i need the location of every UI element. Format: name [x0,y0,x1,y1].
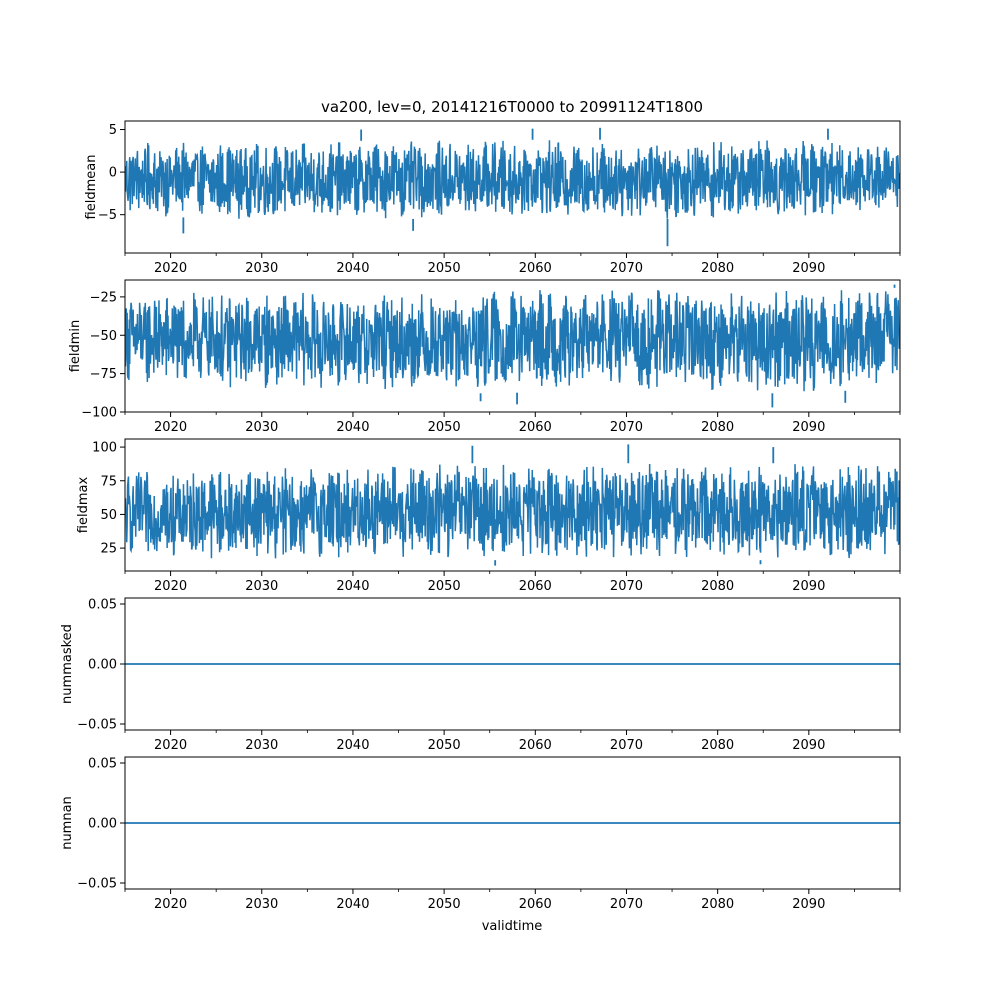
x-tick-label: 2080 [701,738,734,753]
series-line [125,464,900,559]
x-tick-label: 2080 [701,579,734,594]
y-tick-label: 25 [100,542,117,557]
y-axis-label: fieldmean [84,155,99,220]
y-tick-label: 0.00 [88,658,117,673]
axes-frame [124,279,901,413]
x-tick-label: 2020 [154,420,187,435]
x-tick-label: 2090 [792,579,825,594]
x-tick-label: 2030 [245,738,278,753]
x-tick-label: 2070 [610,738,643,753]
axes-frame [124,120,901,254]
x-tick-label: 2090 [792,261,825,276]
y-axis-label: numnan [60,796,75,850]
x-tick-label: 2060 [519,420,552,435]
x-tick-label: 2020 [154,579,187,594]
y-tick-label: −75 [90,367,117,382]
y-tick-label: 0.05 [88,598,117,613]
x-tick-label: 2060 [519,579,552,594]
y-tick-label: 5 [109,123,117,138]
chart-title: va200, lev=0, 20141216T0000 to 20991124T… [321,98,703,116]
x-tick-label: 2080 [701,420,734,435]
series-line [125,140,900,219]
x-tick-label: 2040 [336,738,369,753]
y-tick-label: 0 [109,166,117,181]
x-axis-label: validtime [482,919,543,934]
y-tick-label: −100 [81,406,117,421]
x-tick-label: 2070 [610,261,643,276]
subplot-fieldmax: 2020 2030 2040 2050 2060 2070 2080 2090 25 50 75 10… [76,438,901,594]
x-tick-label: 2070 [610,420,643,435]
x-tick-label: 2040 [336,579,369,594]
subplot-fieldmean: 2020 2030 2040 2050 2060 2070 2080 2090 −5 0 5 fiel… [84,120,901,276]
y-tick-label: −25 [90,290,117,305]
subplot-numnan: 2020 2030 2040 2050 2060 2070 2080 2090 −0.05 0.0… [60,756,901,912]
x-tick-label: 2020 [154,738,187,753]
subplot-stack: 2020 2030 2040 2050 2060 2070 2080 2090−505fiel… [60,120,901,912]
y-tick-label: −5 [98,208,117,223]
y-tick-label: 50 [100,508,117,523]
x-tick-label: 2060 [519,897,552,912]
x-tick-label: 2020 [154,261,187,276]
x-tick-label: 2080 [701,261,734,276]
y-axis-label: fieldmax [76,477,91,534]
x-tick-label: 2050 [428,738,461,753]
x-tick-label: 2060 [519,738,552,753]
x-tick-label: 2030 [245,420,278,435]
y-tick-label: 0.00 [88,817,117,832]
x-tick-label: 2050 [428,261,461,276]
x-tick-label: 2040 [336,261,369,276]
axes-frame [124,438,901,572]
y-axis-label: fieldmin [68,320,83,373]
x-tick-label: 2030 [245,579,278,594]
subplot-fieldmin: 2020 2030 2040 2050 2060 2070 2080 2090 −100 −75 −… [68,279,901,435]
x-tick-label: 2090 [792,420,825,435]
x-tick-label: 2030 [245,897,278,912]
y-tick-label: 75 [100,474,117,489]
x-tick-label: 2020 [154,897,187,912]
y-tick-label: 0.05 [88,757,117,772]
x-tick-label: 2060 [519,261,552,276]
subplot-nummasked: 2020 2030 2040 2050 2060 2070 2080 2090 −0.05 0.0… [60,597,901,753]
y-axis-label: nummasked [60,624,75,704]
series-line [125,290,900,392]
x-tick-label: 2050 [428,420,461,435]
x-tick-label: 2090 [792,897,825,912]
y-tick-label: 100 [92,441,117,456]
x-tick-label: 2090 [792,738,825,753]
y-tick-label: −50 [90,329,117,344]
y-tick-label: −0.05 [77,877,117,892]
x-tick-label: 2050 [428,579,461,594]
x-tick-label: 2040 [336,897,369,912]
y-tick-label: −0.05 [77,718,117,733]
x-tick-label: 2080 [701,897,734,912]
x-tick-label: 2070 [610,897,643,912]
x-tick-label: 2030 [245,261,278,276]
x-tick-label: 2070 [610,579,643,594]
x-tick-label: 2050 [428,897,461,912]
x-tick-label: 2040 [336,420,369,435]
